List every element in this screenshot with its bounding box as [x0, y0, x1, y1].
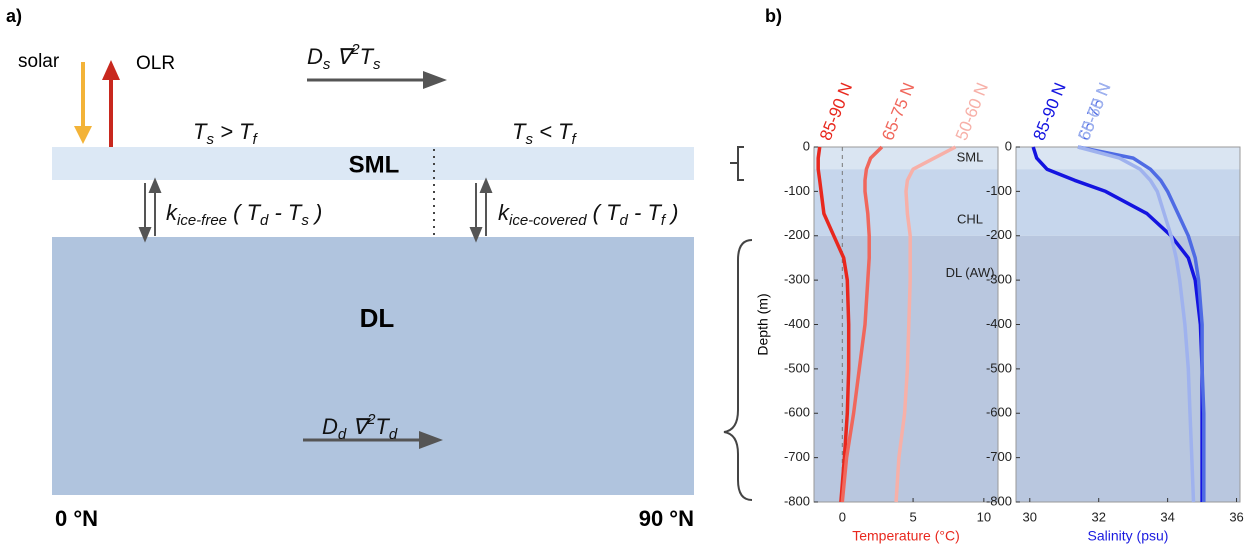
formula-part: s	[206, 131, 214, 148]
y-tick-label: 0	[1005, 138, 1012, 153]
panel-label: a)	[6, 6, 22, 26]
formula: kice-covered ( Td - Tf )	[498, 200, 679, 229]
x-tick-label: 10	[977, 509, 991, 524]
olr-arrow-head	[102, 60, 120, 80]
formula-part: - T	[268, 200, 303, 225]
formula-part: D	[322, 414, 338, 439]
formula: Ts > Tf	[193, 119, 258, 148]
sml-bracket	[730, 146, 744, 181]
x-axis-label: Salinity (psu)	[1088, 528, 1169, 544]
lat-start: 0 °N	[55, 506, 98, 531]
profile-line	[816, 146, 851, 503]
formula-part: f	[252, 131, 258, 148]
solar-arrow-head	[74, 126, 92, 144]
formula: Dd ∇2Td	[322, 411, 398, 443]
layer-label: DL (AW)	[946, 265, 995, 280]
lat-end: 90 °N	[639, 506, 694, 531]
formula-part: k	[166, 200, 178, 225]
y-tick-label: -300	[784, 272, 810, 287]
dl-label: DL	[360, 303, 395, 333]
formula: kice-free ( Td - Ts )	[166, 200, 322, 229]
dl-layer	[52, 237, 694, 495]
profile-line	[1077, 145, 1196, 503]
formula-part: s	[301, 212, 309, 229]
profile-line	[894, 145, 957, 503]
legend-label: 65-75 N	[878, 80, 918, 143]
formula-part: T	[360, 44, 375, 69]
formula: Ds ∇2Ts	[307, 41, 381, 73]
formula-part: ice-covered	[509, 212, 587, 229]
formula-part: )	[309, 200, 322, 225]
legend-label: 50-60 N	[952, 80, 992, 143]
sml-label: SML	[349, 151, 400, 178]
legend-label: 85-90 N	[1029, 80, 1069, 143]
x-axis-label: Temperature (°C)	[852, 528, 960, 544]
formula-part: ( T	[227, 200, 262, 225]
formula-part: s	[525, 131, 533, 148]
olr-label: OLR	[136, 53, 175, 74]
formula-part: ( T	[587, 200, 622, 225]
formula-part: < T	[533, 119, 573, 144]
formula-part: D	[307, 44, 323, 69]
formula-part: d	[260, 212, 269, 229]
transport-arrow-head	[419, 431, 443, 449]
layer-band	[814, 147, 998, 170]
formula-part: f	[661, 212, 667, 229]
y-tick-label: -700	[784, 449, 810, 464]
x-tick-label: 0	[839, 509, 846, 524]
x-tick-label: 36	[1229, 509, 1243, 524]
formula-part: ice-free	[177, 212, 227, 229]
x-tick-label: 32	[1091, 509, 1105, 524]
y-tick-label: -500	[784, 360, 810, 375]
formula: Ts < Tf	[512, 119, 577, 148]
formula-part: 2	[350, 41, 360, 58]
formula-part: 2	[366, 411, 376, 428]
y-axis-label: Depth (m)	[755, 293, 771, 355]
y-tick-label: -100	[784, 183, 810, 198]
legend-label: 50-60 N	[1074, 80, 1114, 143]
y-tick-label: -800	[784, 493, 810, 508]
formula-part: f	[571, 131, 577, 148]
y-tick-label: 0	[803, 138, 810, 153]
legend-label: 85-90 N	[816, 80, 856, 143]
profile-line	[1077, 145, 1206, 502]
formula-part: - T	[628, 200, 663, 225]
exchange-arrows	[138, 177, 493, 243]
formula-part: T	[512, 119, 527, 144]
layer-label: CHL	[957, 212, 983, 227]
panel-label: b)	[765, 6, 782, 26]
dl-brace	[723, 239, 753, 501]
formula-part: k	[498, 200, 510, 225]
y-tick-label: -800	[986, 493, 1012, 508]
y-tick-label: -400	[986, 316, 1012, 331]
y-tick-label: -600	[784, 405, 810, 420]
formula-part: s	[373, 56, 381, 73]
formula-part: d	[389, 426, 398, 443]
profile-line	[840, 145, 884, 503]
formula-part: T	[375, 414, 390, 439]
y-tick-label: -700	[986, 449, 1012, 464]
formula-part: d	[620, 212, 629, 229]
y-tick-label: -300	[986, 272, 1012, 287]
layer-band	[1016, 235, 1240, 502]
layer-label: SML	[957, 149, 984, 164]
solar-label: solar	[18, 51, 60, 72]
formula-part: d	[338, 426, 347, 443]
transport-arrow-head	[423, 71, 447, 89]
y-tick-label: -600	[986, 405, 1012, 420]
formula-part: T	[193, 119, 208, 144]
y-tick-label: -200	[784, 227, 810, 242]
formula-part: s	[323, 56, 331, 73]
y-tick-label: -400	[784, 316, 810, 331]
x-tick-label: 5	[909, 509, 916, 524]
formula-part: )	[665, 200, 678, 225]
x-tick-label: 34	[1160, 509, 1174, 524]
sml-layer	[52, 147, 694, 180]
y-tick-label: -500	[986, 360, 1012, 375]
formula-part: > T	[214, 119, 254, 144]
x-tick-label: 30	[1023, 509, 1037, 524]
y-tick-label: -200	[986, 227, 1012, 242]
y-tick-label: -100	[986, 183, 1012, 198]
